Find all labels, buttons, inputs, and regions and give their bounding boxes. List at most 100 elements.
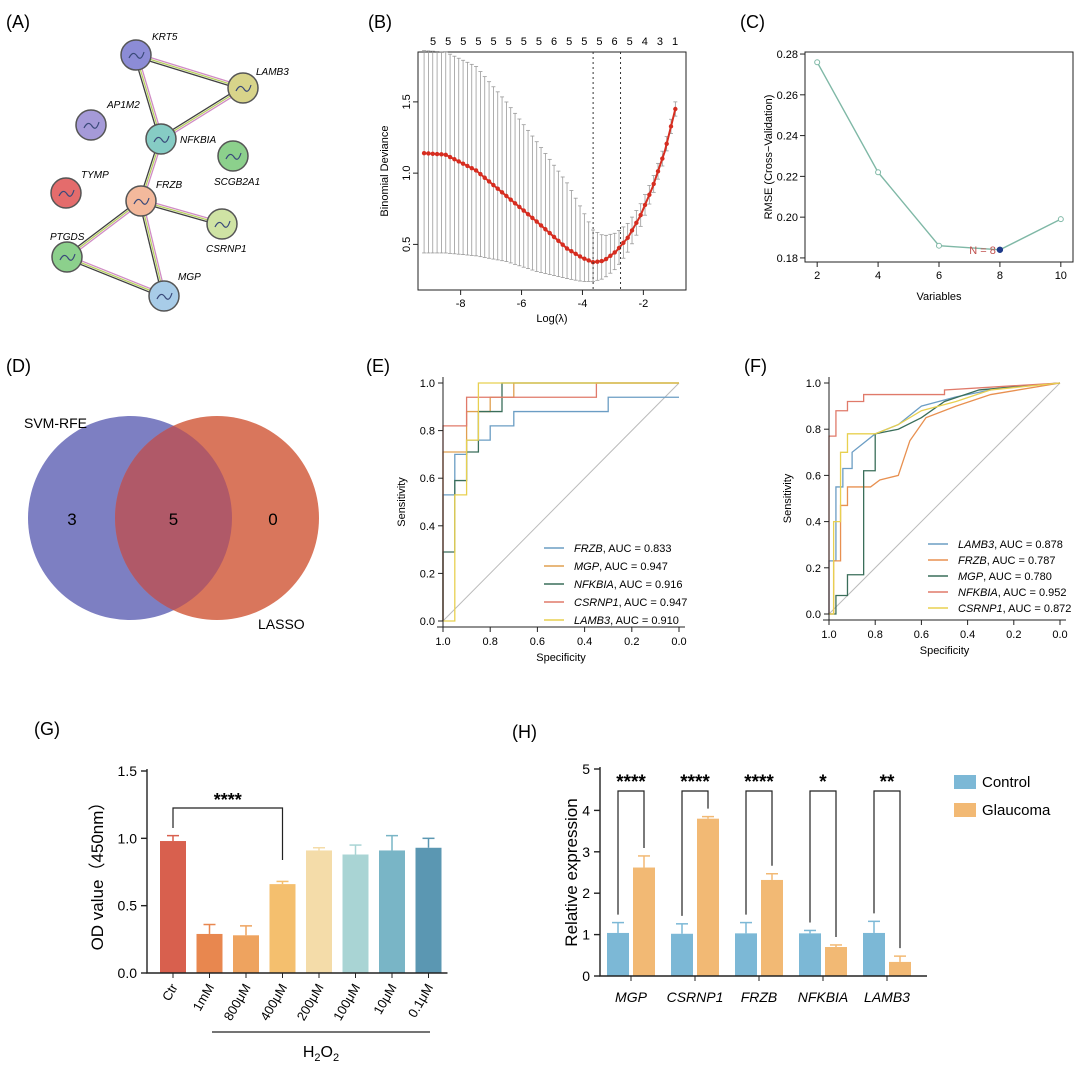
deviance-point	[421, 150, 427, 156]
diagonal-reference	[442, 382, 680, 622]
top-count-label: 6	[611, 36, 617, 48]
legend-swatch	[954, 775, 976, 789]
y-tick-label: 0.2	[420, 568, 435, 580]
y-tick-label: 0.6	[806, 470, 821, 482]
roc-plot-e: 1.0 0.8 0.6 0.4 0.2 0.0 0.0 0.2 0.4 0.6 0.8 1.0 Spec…	[396, 377, 687, 664]
top-count-label: 5	[430, 36, 436, 48]
bar	[196, 933, 223, 973]
significance-label: **	[880, 772, 895, 793]
panel-label-b: (B)	[368, 12, 392, 32]
y-tick-label: 0.0	[806, 609, 821, 621]
y-axis-title: Sensitivity	[396, 477, 408, 527]
top-count-label: 5	[521, 36, 527, 48]
bar	[607, 932, 629, 976]
significance-label: ****	[214, 790, 242, 810]
bar	[306, 850, 332, 973]
legend-label: CSRNP1, AUC = 0.872	[958, 603, 1071, 615]
roc-curve	[829, 382, 1061, 615]
network-edge	[138, 201, 163, 297]
x-tick-label: 400μM	[257, 981, 290, 1023]
x-tick-label: 0.8	[483, 636, 498, 648]
legend-label: Control	[982, 774, 1030, 791]
x-tick-label: -4	[578, 298, 588, 310]
y-tick-label: 0	[582, 968, 590, 984]
x-axis-title: Specificity	[920, 645, 970, 657]
y-axis-title: OD value（450nm）	[88, 794, 107, 951]
plot-frame	[804, 51, 1074, 263]
best-point-label: N = 8	[969, 245, 996, 257]
ppi-network: KRT5 LAMB3 AP1M2 NFKBIA SCGB2A1 TYMP FRZB CSRNP…	[50, 32, 289, 312]
y-axis-title: Sensitivity	[782, 473, 794, 523]
od-bar-chart: Ctr 1mM 800μM 400μM 200μM 100μM 10μM 0.1μM 0.0 0.…	[88, 763, 448, 1064]
x-tick-label: 10μM	[370, 981, 399, 1017]
network-node-label: FRZB	[156, 180, 182, 191]
network-node-label: AP1M2	[106, 100, 140, 111]
y-tick-label: 0.8	[420, 426, 435, 438]
best-point	[996, 246, 1004, 253]
significance-label: ****	[616, 772, 646, 793]
top-count-label: 5	[627, 36, 633, 48]
group-label: H2O2	[303, 1044, 339, 1064]
network-node-structure	[133, 197, 150, 205]
y-tick-label: 1.5	[401, 94, 413, 109]
legend-label: FRZB, AUC = 0.787	[958, 555, 1056, 567]
network-node-label: CSRNP1	[206, 244, 247, 255]
y-tick-label: 1.0	[401, 165, 413, 180]
bar	[889, 961, 911, 976]
significance-bracket	[873, 790, 901, 949]
top-count-label: 5	[506, 36, 512, 48]
significance-bracket	[172, 807, 284, 860]
top-count-label: 5	[445, 36, 451, 48]
y-tick-label: 0.8	[806, 424, 821, 436]
network-node-structure	[153, 135, 170, 143]
x-tick-label: 6	[936, 270, 942, 282]
top-count-label: 5	[475, 36, 481, 48]
network-edge	[160, 87, 244, 140]
y-tick-label: 0.0	[420, 616, 435, 628]
rmse-point	[875, 169, 882, 176]
y-tick-label: 0.18	[777, 253, 798, 265]
svm-rfe-rmse-plot: N = 8 2 4 6 8 10 0.18 0.20 0.22 0.24 0.26 0.28 Varia…	[763, 49, 1074, 303]
bar	[269, 884, 296, 973]
y-tick-label: 3	[582, 844, 590, 860]
roc-curve	[829, 382, 1061, 615]
y-tick-label: 0.0	[118, 965, 138, 981]
rmse-point	[1057, 216, 1064, 223]
rmse-point	[936, 242, 942, 249]
x-tick-label: 2	[814, 270, 820, 282]
plot-frame	[417, 51, 687, 291]
significance-label: ****	[680, 772, 710, 793]
bar	[671, 933, 693, 976]
legend-label: MGP, AUC = 0.947	[574, 561, 668, 573]
significance-bracket	[681, 790, 709, 916]
panel-label-a: (A)	[6, 12, 30, 32]
y-tick-label: 0.6	[420, 473, 435, 485]
bar	[633, 867, 655, 976]
network-edge	[66, 258, 164, 299]
x-tick-label: 0.6	[530, 636, 545, 648]
network-node-structure	[225, 152, 242, 160]
x-tick-label: 8	[997, 270, 1003, 282]
venn-set-name: SVM-RFE	[24, 415, 87, 431]
x-tick-label: 200μM	[294, 981, 327, 1023]
significance-bracket	[745, 790, 773, 915]
y-tick-label: 0.28	[777, 49, 798, 61]
panel-label-e: (E)	[366, 356, 390, 376]
venn-count: 0	[268, 510, 277, 529]
x-tick-label: Ctr	[159, 980, 181, 1003]
venn-count: 5	[169, 510, 178, 529]
y-axis-title: Relative expression	[562, 798, 581, 946]
x-tick-label: LAMB3	[864, 989, 910, 1005]
y-tick-label: 1.0	[118, 830, 138, 846]
network-node-structure	[83, 121, 100, 129]
network-node-structure	[128, 51, 145, 59]
panel-label-h: (H)	[512, 722, 537, 742]
x-tick-label: 0.8	[868, 629, 883, 641]
top-count-label: 5	[460, 36, 466, 48]
x-tick-label: 0.0	[1052, 629, 1067, 641]
y-tick-label: 0.20	[777, 212, 798, 224]
bar	[735, 933, 757, 976]
x-tick-label: 10	[1055, 270, 1067, 282]
y-tick-label: 0.4	[806, 517, 821, 529]
